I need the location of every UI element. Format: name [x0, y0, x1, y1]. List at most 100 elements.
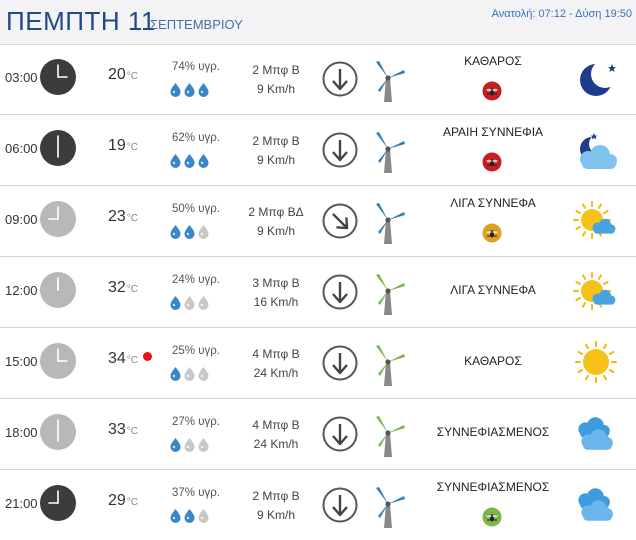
down-arrow-icon — [322, 487, 358, 528]
temperature-unit: °C — [126, 213, 139, 224]
sunrise-sunset: Ανατολή: 07:12 - Δύση 19:50 — [491, 8, 632, 20]
wind-turbine-icon — [372, 342, 408, 393]
wind-force: 2 Μπφ Β — [252, 134, 300, 148]
humidity-drops — [170, 224, 209, 245]
drop-icon — [184, 366, 195, 387]
drop-icon — [198, 224, 209, 245]
condition-label: ΛΙΓΑ ΣΥΝΝΕΦΑ — [450, 196, 536, 210]
sun-icon — [572, 340, 620, 391]
time-label: 09:00 — [5, 212, 38, 227]
night-cloud-icon — [572, 127, 620, 178]
humidity-label: 62% υγρ. — [172, 132, 220, 144]
sun-cloud-icon — [572, 269, 620, 320]
wind-turbine-icon — [372, 413, 408, 464]
humidity-label: 74% υγρ. — [172, 61, 220, 73]
drop-icon — [198, 437, 209, 458]
temperature-unit: °C — [126, 71, 139, 82]
time-label: 12:00 — [5, 283, 38, 298]
heat-warning-dot — [143, 352, 152, 361]
condition-label: ΣΥΝΝΕΦΙΑΣΜΕΝΟΣ — [436, 425, 550, 439]
temperature: 29°C — [108, 492, 138, 510]
sun-cloud-icon — [572, 198, 620, 249]
drop-icon — [198, 82, 209, 103]
temperature-value: 29 — [108, 492, 126, 509]
humidity-drops — [170, 437, 209, 458]
temperature: 19°C — [108, 137, 138, 155]
drop-icon — [170, 437, 181, 458]
drop-icon — [170, 508, 181, 529]
forecast-row: 18:00 33°C 27% υγρ. 4 Μπφ Β 24 Km/h ΣΥΝΝΕΦΙΑΣ… — [0, 399, 636, 470]
humidity-drops — [170, 153, 209, 174]
humidity-label: 37% υγρ. — [172, 487, 220, 499]
drop-icon — [170, 224, 181, 245]
temperature-value: 33 — [108, 421, 126, 438]
down-arrow-icon — [322, 416, 358, 457]
time-label: 03:00 — [5, 70, 38, 85]
clouds-icon — [572, 482, 620, 533]
mosquito-icon — [482, 81, 502, 106]
drop-icon — [184, 295, 195, 316]
wind-info: 2 Μπφ Β 9 Km/h — [236, 132, 316, 170]
moon-icon — [572, 56, 620, 107]
down-arrow-icon — [322, 132, 358, 173]
mosquito-icon — [482, 223, 502, 248]
clock-icon — [40, 272, 76, 313]
drop-icon — [184, 153, 195, 174]
humidity-label: 27% υγρ. — [172, 416, 220, 428]
wind-speed: 9 Km/h — [256, 224, 295, 238]
drop-icon — [184, 82, 195, 103]
drop-icon — [184, 437, 195, 458]
wind-turbine-icon — [372, 484, 408, 535]
forecast-row: 03:00 20°C 74% υγρ. 2 Μπφ Β 9 Km/h ΚΑΘΑΡΟΣ — [0, 44, 636, 115]
drop-icon — [198, 153, 209, 174]
forecast-row: 21:00 29°C 37% υγρ. 2 Μπφ Β 9 Km/h ΣΥΝΝΕΦΙΑΣΜ… — [0, 470, 636, 540]
wind-turbine-icon — [372, 271, 408, 322]
clock-icon — [40, 130, 76, 171]
forecast-row: 12:00 32°C 24% υγρ. 3 Μπφ Β 16 Km/h ΛΙΓΑ ΣΥΝΝ… — [0, 257, 636, 328]
wind-turbine-icon — [372, 129, 408, 180]
clouds-icon — [572, 411, 620, 462]
wind-info: 4 Μπφ Β 24 Km/h — [236, 416, 316, 454]
wind-turbine-icon — [372, 58, 408, 109]
wind-info: 3 Μπφ Β 16 Km/h — [236, 274, 316, 312]
drop-icon — [198, 508, 209, 529]
humidity-label: 24% υγρ. — [172, 274, 220, 286]
forecast-header: ΠΕΜΠΤΗ 11 ΣΕΠΤΕΜΒΡΙΟΥ Ανατολή: 07:12 - Δ… — [0, 0, 636, 45]
drop-icon — [198, 295, 209, 316]
down-right-arrow-icon — [322, 203, 358, 244]
wind-speed: 24 Km/h — [253, 437, 299, 451]
time-label: 06:00 — [5, 141, 38, 156]
wind-turbine-icon — [372, 200, 408, 251]
temperature: 23°C — [108, 208, 138, 226]
drop-icon — [170, 366, 181, 387]
temperature: 34°C — [108, 350, 138, 368]
temperature: 20°C — [108, 66, 138, 84]
temperature-value: 32 — [108, 279, 126, 296]
wind-speed: 16 Km/h — [253, 295, 299, 309]
humidity-label: 50% υγρ. — [172, 203, 220, 215]
time-label: 21:00 — [5, 496, 38, 511]
wind-force: 2 Μπφ Β — [252, 489, 300, 503]
clock-icon — [40, 414, 76, 455]
condition-label: ΚΑΘΑΡΟΣ — [464, 54, 522, 68]
drop-icon — [198, 366, 209, 387]
down-arrow-icon — [322, 345, 358, 386]
wind-info: 2 Μπφ Β 9 Km/h — [236, 61, 316, 99]
humidity-drops — [170, 366, 209, 387]
down-arrow-icon — [322, 274, 358, 315]
temperature: 33°C — [108, 421, 138, 439]
wind-speed: 9 Km/h — [256, 82, 295, 96]
mosquito-icon — [482, 152, 502, 177]
humidity-drops — [170, 508, 209, 529]
clock-icon — [40, 343, 76, 384]
condition-label: ΑΡΑΙΗ ΣΥΝΝΕΦΙΑ — [442, 125, 544, 139]
drop-icon — [170, 153, 181, 174]
condition-label: ΣΥΝΝΕΦΙΑΣΜΕΝΟΣ — [436, 480, 550, 494]
mosquito-icon — [482, 507, 502, 532]
wind-force: 4 Μπφ Β — [252, 418, 300, 432]
drop-icon — [184, 224, 195, 245]
wind-speed: 24 Km/h — [253, 366, 299, 380]
wind-info: 2 Μπφ ΒΔ 9 Km/h — [236, 203, 316, 241]
day-title: ΠΕΜΠΤΗ 11 — [6, 6, 156, 36]
